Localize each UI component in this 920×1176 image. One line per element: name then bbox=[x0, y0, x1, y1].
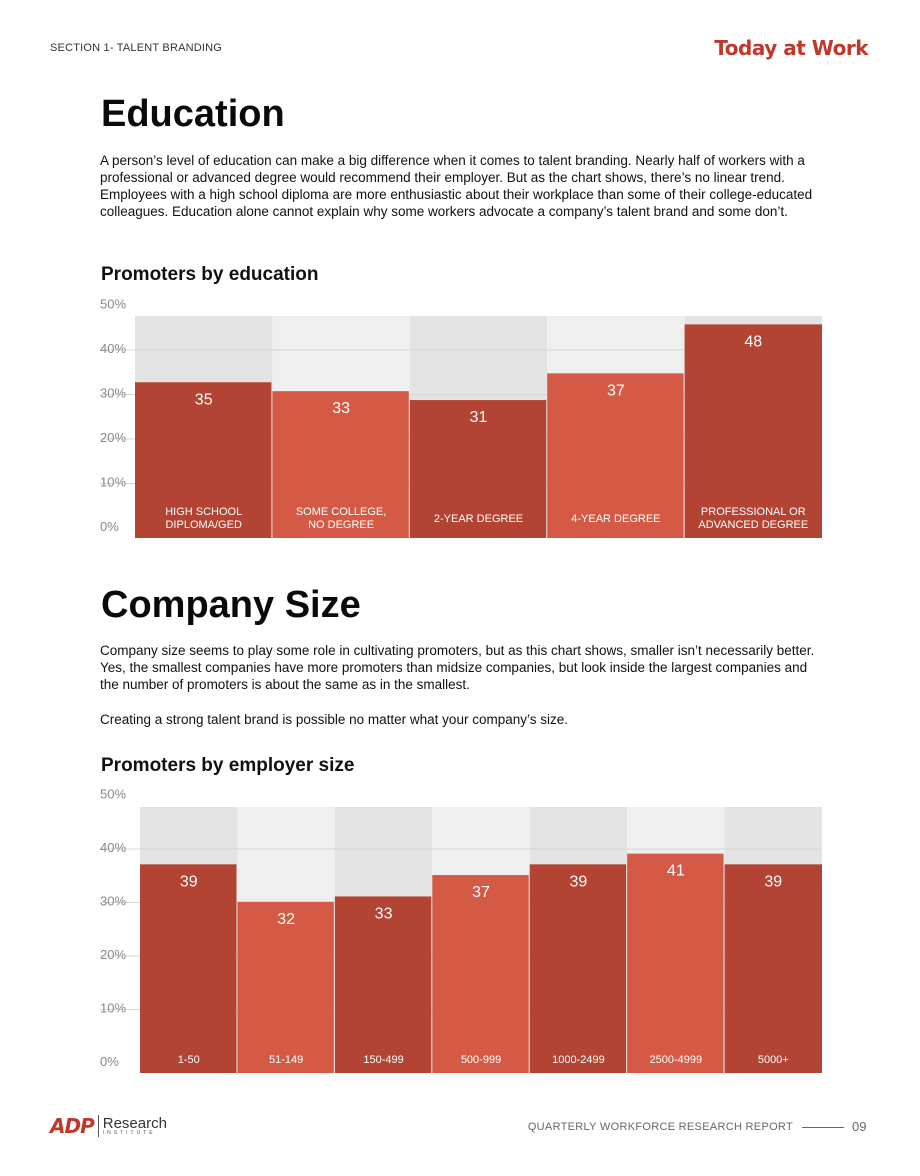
bar bbox=[272, 391, 409, 538]
company-size-paragraph-1: Company size seems to play some role in … bbox=[100, 643, 815, 692]
page-number: 09 bbox=[852, 1119, 867, 1134]
company-size-heading: Company Size bbox=[101, 584, 361, 626]
education-bar-chart: 0% 10% 20% 30% 40% 50% 35 HIGH SCHOOL DIPLOMA/GE… bbox=[100, 297, 822, 538]
bar-value-label: 39 bbox=[570, 873, 588, 890]
bar-value-label: 39 bbox=[180, 873, 198, 890]
adp-research-logo: ADP Research INSTITUTE bbox=[50, 1114, 167, 1138]
bar-value-label: 35 bbox=[195, 391, 213, 408]
logo-research-text: Research bbox=[102, 1115, 167, 1132]
category-label: 4-YEAR DEGREE bbox=[571, 513, 660, 525]
bar bbox=[334, 896, 432, 1073]
y-tick-label: 20% bbox=[100, 430, 126, 445]
bar-value-label: 33 bbox=[332, 400, 350, 417]
y-tick-label: 0% bbox=[100, 519, 119, 534]
bar bbox=[529, 864, 627, 1073]
y-tick-label: 20% bbox=[100, 947, 126, 962]
bar bbox=[135, 382, 272, 538]
y-tick-label: 50% bbox=[100, 297, 126, 312]
category-label: 51-149 bbox=[269, 1054, 303, 1066]
category-label: PROFESSIONAL OR ADVANCED DEGREE bbox=[698, 506, 808, 531]
bar bbox=[140, 864, 237, 1073]
bar-value-label: 32 bbox=[277, 911, 295, 928]
bar bbox=[409, 400, 547, 538]
education-heading: Education bbox=[101, 93, 285, 135]
bar bbox=[627, 853, 724, 1073]
category-label: 2500-4999 bbox=[650, 1054, 703, 1066]
bar bbox=[684, 324, 822, 538]
section-label: SECTION 1- TALENT BRANDING bbox=[50, 42, 223, 54]
y-tick-label: 50% bbox=[100, 787, 126, 802]
bar bbox=[724, 864, 822, 1073]
employer-size-chart-title: Promoters by employer size bbox=[101, 755, 355, 776]
y-tick-label: 0% bbox=[100, 1054, 119, 1069]
bar-value-label: 39 bbox=[764, 873, 782, 890]
y-tick-label: 40% bbox=[100, 341, 126, 356]
y-tick-label: 30% bbox=[100, 386, 126, 401]
bar-value-label: 31 bbox=[470, 409, 488, 426]
category-label: 500-999 bbox=[461, 1054, 501, 1066]
y-tick-label: 30% bbox=[100, 894, 126, 909]
category-label: HIGH SCHOOL DIPLOMA/GED bbox=[165, 506, 242, 531]
footer-divider bbox=[802, 1127, 844, 1128]
bar-value-label: 48 bbox=[744, 333, 762, 350]
category-label: 2-YEAR DEGREE bbox=[434, 513, 523, 525]
report-title: QUARTERLY WORKFORCE RESEARCH REPORT bbox=[527, 1121, 793, 1133]
bar-value-label: 37 bbox=[472, 884, 490, 901]
bar-value-label: 33 bbox=[375, 905, 393, 922]
y-tick-label: 10% bbox=[100, 1001, 126, 1016]
logo-institute-text: INSTITUTE bbox=[102, 1130, 156, 1136]
category-label: 150-499 bbox=[363, 1054, 403, 1066]
bar-value-label: 37 bbox=[607, 382, 625, 399]
bar bbox=[237, 901, 334, 1073]
education-chart-title: Promoters by education bbox=[101, 264, 319, 285]
y-tick-label: 10% bbox=[100, 475, 126, 490]
bar bbox=[547, 373, 684, 538]
logo-divider bbox=[97, 1115, 99, 1137]
category-label: 5000+ bbox=[758, 1054, 789, 1066]
adp-logo-mark: ADP bbox=[50, 1114, 95, 1138]
category-label: SOME COLLEGE, NO DEGREE bbox=[296, 506, 386, 531]
category-label: 1000-2499 bbox=[552, 1054, 605, 1066]
bar-value-label: 41 bbox=[667, 863, 685, 880]
y-tick-label: 40% bbox=[100, 840, 126, 855]
employer-size-bar-chart: 0% 10% 20% 30% 40% 50% 39 1-50 32 51-149 33 150-499… bbox=[100, 787, 822, 1073]
company-size-paragraph-2: Creating a strong talent brand is possib… bbox=[100, 712, 568, 727]
bar bbox=[432, 875, 529, 1073]
education-paragraph: A person’s level of education can make a… bbox=[100, 153, 813, 219]
category-label: 1-50 bbox=[178, 1054, 200, 1066]
brand-title: Today at Work bbox=[714, 36, 868, 60]
